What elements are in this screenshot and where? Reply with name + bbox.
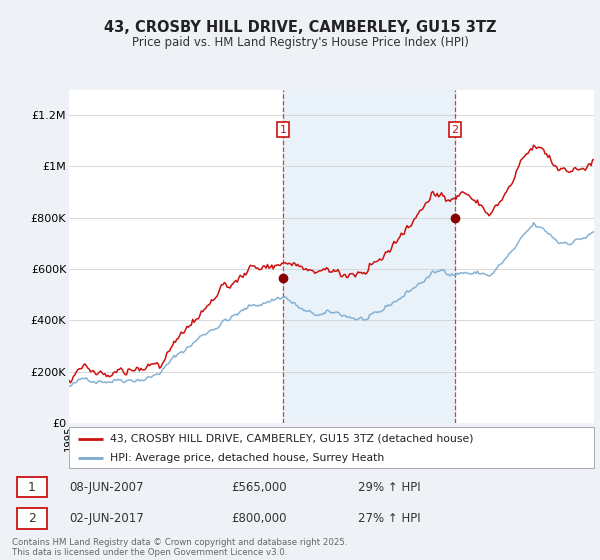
Text: 1: 1 [28, 480, 35, 493]
Text: 2: 2 [451, 124, 458, 134]
Text: £565,000: £565,000 [231, 480, 287, 493]
Text: Price paid vs. HM Land Registry's House Price Index (HPI): Price paid vs. HM Land Registry's House … [131, 36, 469, 49]
Text: 08-JUN-2007: 08-JUN-2007 [70, 480, 144, 493]
FancyBboxPatch shape [17, 508, 47, 529]
Text: 27% ↑ HPI: 27% ↑ HPI [358, 512, 420, 525]
Text: £800,000: £800,000 [231, 512, 286, 525]
Text: 1: 1 [280, 124, 287, 134]
Text: 43, CROSBY HILL DRIVE, CAMBERLEY, GU15 3TZ (detached house): 43, CROSBY HILL DRIVE, CAMBERLEY, GU15 3… [110, 433, 473, 444]
Text: Contains HM Land Registry data © Crown copyright and database right 2025.
This d: Contains HM Land Registry data © Crown c… [12, 538, 347, 557]
Bar [283, 90, 455, 423]
Text: HPI: Average price, detached house, Surrey Heath: HPI: Average price, detached house, Surr… [110, 452, 384, 463]
Text: 2: 2 [28, 512, 35, 525]
FancyBboxPatch shape [17, 477, 47, 497]
Text: 43, CROSBY HILL DRIVE, CAMBERLEY, GU15 3TZ: 43, CROSBY HILL DRIVE, CAMBERLEY, GU15 3… [104, 20, 496, 35]
Text: 02-JUN-2017: 02-JUN-2017 [70, 512, 145, 525]
Text: 29% ↑ HPI: 29% ↑ HPI [358, 480, 420, 493]
